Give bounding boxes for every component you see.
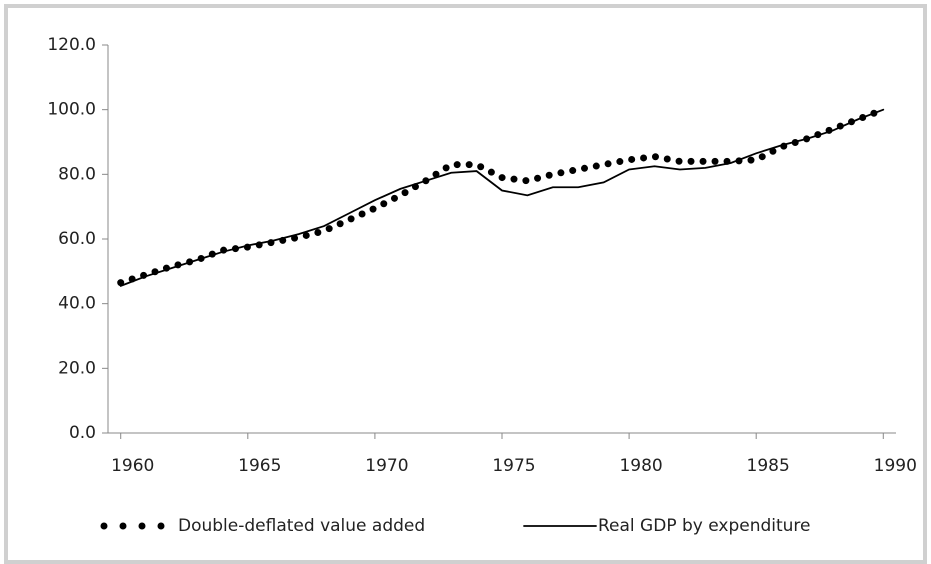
chart-frame	[4, 4, 927, 564]
x-tick-label: 1975	[492, 456, 535, 476]
x-tick-label: 1970	[365, 456, 408, 476]
solid-line	[119, 108, 885, 287]
y-tick-label: 120.0	[47, 35, 96, 55]
y-tick-label: 0.0	[69, 423, 96, 443]
y-tick-label: 100.0	[47, 100, 96, 120]
x-tick-label: 1985	[747, 456, 790, 476]
legend-label: Real GDP by expenditure	[598, 516, 811, 536]
dotted-line	[117, 106, 887, 287]
y-tick-label: 80.0	[58, 164, 96, 184]
x-tick-label: 1965	[238, 456, 281, 476]
x-tick-label: 1960	[111, 456, 154, 476]
y-tick-label: 20.0	[58, 358, 96, 378]
legend-label: Double-deflated value added	[178, 516, 425, 536]
x-tick-label: 1990	[874, 456, 917, 476]
y-tick-label: 40.0	[58, 294, 96, 314]
x-tick-label: 1980	[619, 456, 662, 476]
y-tick-label: 60.0	[58, 229, 96, 249]
